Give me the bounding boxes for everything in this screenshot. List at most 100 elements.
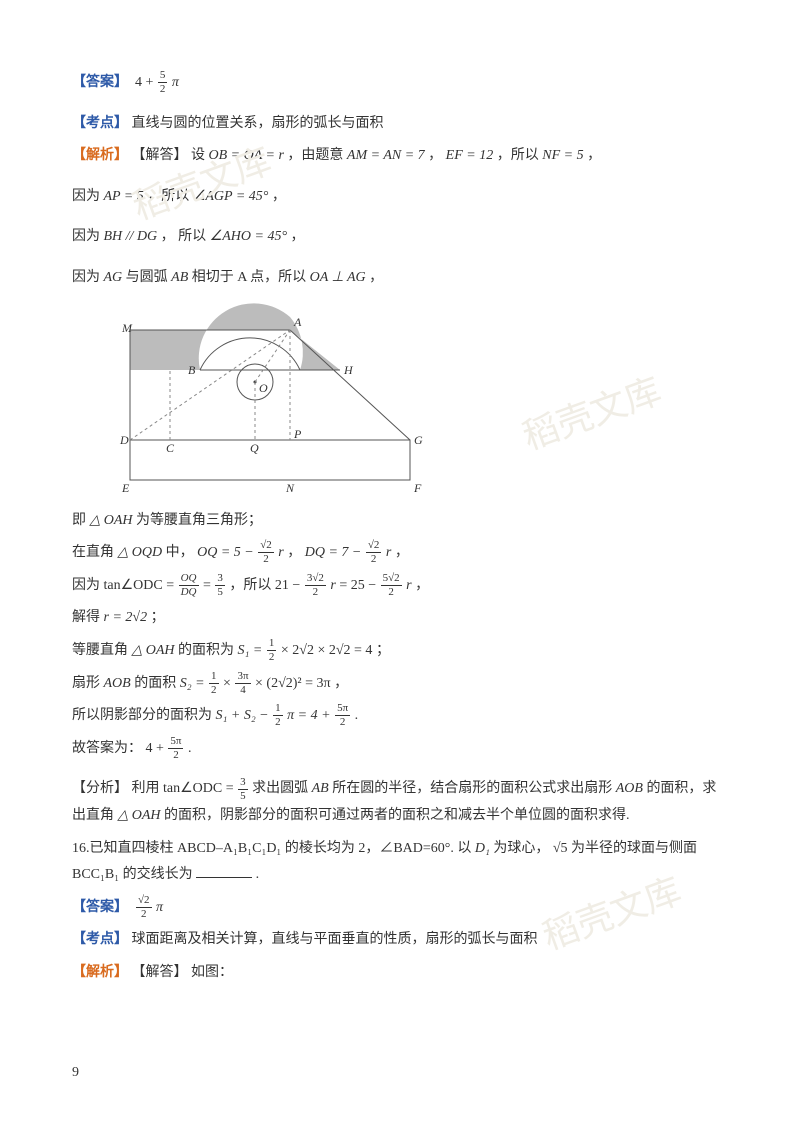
text: 因为 — [72, 270, 104, 285]
text: 求出圆弧 — [252, 781, 312, 796]
text: ； — [376, 643, 390, 658]
explain-tag: 【解答】 — [132, 965, 188, 980]
fraction: 12 — [273, 703, 283, 728]
fraction: √22 — [136, 895, 152, 920]
question-16: 16.已知直四棱柱 ABCD–A₁B₁C₁D₁ 的棱长均为 2，∠BAD=60°… — [72, 836, 722, 889]
line-ag — [290, 330, 410, 440]
topic-text: 球面距离及相关计算，直线与平面垂直的性质，扇形的弧长与面积 — [132, 932, 538, 947]
text: 的面积，阴影部分的面积可通过两者的面积之和减去半个单位圆的面积求得. — [164, 808, 630, 823]
text: 扇形 — [72, 676, 104, 691]
text: 为等腰直角三角形； — [136, 513, 262, 528]
times: × — [223, 676, 234, 691]
math: S₂ = — [180, 676, 205, 691]
math: √5 — [553, 841, 568, 856]
line: 解得 r = 2√2 ； — [72, 605, 722, 632]
blank-line — [196, 864, 252, 878]
fraction: 35 — [238, 777, 248, 802]
fraction: 3√22 — [305, 573, 326, 598]
text: 所在圆的半径，结合扇形的面积公式求出扇形 — [332, 781, 616, 796]
text: . — [256, 867, 260, 882]
label-E: E — [121, 481, 130, 495]
math: AB — [171, 270, 188, 285]
shade-left — [130, 303, 290, 370]
label-M: M — [121, 321, 133, 335]
text: ， — [587, 148, 601, 163]
num: √2 — [366, 540, 382, 553]
text: 4 + — [135, 75, 153, 90]
text: 利用 — [132, 781, 164, 796]
text: 因为 — [72, 189, 104, 204]
den: 5 — [238, 790, 248, 802]
text: ； — [151, 610, 165, 625]
text: 的面积 — [134, 676, 180, 691]
den: 2 — [168, 749, 183, 761]
den: 5 — [215, 586, 225, 598]
den: 2 — [366, 553, 382, 565]
num: 5π — [335, 703, 350, 716]
math: r — [406, 578, 411, 593]
math: AM = AN = 7 — [347, 148, 425, 163]
math: × (2√2)² = 3π — [255, 676, 331, 691]
math: S₁ = — [238, 643, 263, 658]
label-F: F — [413, 481, 422, 495]
text: 与圆弧 — [126, 270, 172, 285]
line: 故答案为： 4 + 5π2 . — [72, 736, 722, 763]
num: 5π — [168, 736, 183, 749]
eq: = — [203, 578, 214, 593]
math: D₁ — [475, 841, 490, 856]
den: 2 — [267, 651, 277, 663]
analysis-tag: 【解析】 — [72, 148, 128, 163]
text: ， — [291, 229, 305, 244]
num: 1 — [267, 638, 277, 651]
analysis-line-2: 【解析】 【解答】 如图： — [72, 960, 722, 987]
label-H: H — [343, 363, 354, 377]
label-G: G — [414, 433, 423, 447]
fraction: 5√22 — [381, 573, 402, 598]
math: △ OAH — [132, 643, 175, 658]
math: × 2√2 × 2√2 = 4 — [281, 643, 373, 658]
math: AOB — [104, 676, 131, 691]
label-D: D — [119, 433, 129, 447]
num: 1 — [273, 703, 283, 716]
fraction: 52 — [158, 70, 168, 95]
math: △ OQD — [118, 545, 163, 560]
den: 2 — [158, 83, 168, 95]
method-line: 【分析】 利用 tan∠ODC = 35 求出圆弧 AB 所在圆的半径，结合扇形… — [72, 776, 722, 829]
text: 即 — [72, 513, 90, 528]
fraction: OQDQ — [179, 573, 199, 598]
fraction: 5π2 — [168, 736, 183, 761]
text: 所以阴影部分的面积为 — [72, 708, 216, 723]
math: AG — [104, 270, 123, 285]
den: 2 — [305, 586, 326, 598]
diagram-svg: M A B H O D C Q P G E N F — [100, 300, 440, 500]
answer-value: 4 + 52 π — [135, 75, 179, 90]
math: △ OAH — [90, 513, 133, 528]
fraction: √22 — [258, 540, 274, 565]
math: ∠AHO = 45° — [210, 229, 287, 244]
label-N: N — [285, 481, 295, 495]
math: BH // DG — [104, 229, 158, 244]
text: 因为 — [72, 229, 104, 244]
pi: π — [156, 900, 163, 915]
math: tan∠ODC = — [163, 781, 234, 796]
text: ， 所以 — [161, 229, 210, 244]
text: ， — [369, 270, 383, 285]
math: AB — [312, 781, 329, 796]
math: π = 4 + — [287, 708, 330, 723]
fraction: √22 — [366, 540, 382, 565]
page-number: 9 — [72, 1060, 79, 1087]
text: ， — [272, 189, 286, 204]
text: 解得 — [72, 610, 104, 625]
math: r — [330, 578, 335, 593]
fraction: 12 — [209, 671, 219, 696]
den: 2 — [136, 908, 152, 920]
label-A: A — [293, 315, 302, 329]
topic-line-2: 【考点】 球面距离及相关计算，直线与平面垂直的性质，扇形的弧长与面积 — [72, 927, 722, 954]
math: NF = 5 — [542, 148, 583, 163]
answer-line-2: 【答案】 √22 π — [72, 895, 722, 922]
text: 为球心， — [493, 841, 549, 856]
math: OA ⊥ AG — [310, 270, 366, 285]
label-B: B — [188, 363, 196, 377]
math: r = 2√2 — [104, 610, 148, 625]
num: 3 — [238, 777, 248, 790]
